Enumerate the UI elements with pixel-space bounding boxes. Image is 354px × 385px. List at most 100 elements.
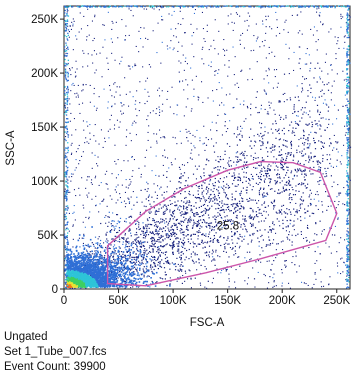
event-dot (179, 268, 181, 270)
event-dot (277, 177, 279, 179)
event-dot (108, 211, 110, 213)
event-dot (69, 103, 71, 105)
event-dot (164, 251, 166, 253)
event-dot (160, 236, 162, 238)
event-dot (285, 174, 287, 176)
event-dot (252, 175, 254, 177)
event-dot (130, 274, 132, 276)
event-dot (193, 223, 195, 225)
event-dot (146, 276, 148, 278)
event-dot (102, 276, 104, 279)
event-dot (304, 153, 307, 155)
event-dot (104, 173, 106, 175)
event-dot (177, 23, 179, 25)
event-dot (126, 129, 128, 131)
event-dot (263, 196, 265, 198)
event-dot (127, 270, 129, 272)
event-dot (118, 236, 120, 238)
event-dot (200, 284, 202, 286)
event-dot (234, 281, 236, 283)
event-dot (117, 240, 119, 242)
event-dot (148, 194, 150, 196)
event-dot (163, 267, 166, 269)
event-dot (273, 156, 275, 158)
event-dot (142, 258, 144, 260)
event-dot (198, 165, 200, 167)
event-dot (273, 285, 275, 287)
event-dot (80, 252, 83, 254)
event-dot (175, 219, 177, 221)
event-dot (86, 245, 88, 247)
event-dot (128, 184, 130, 186)
event-dot (118, 255, 120, 257)
event-dot (175, 219, 177, 221)
event-dot (146, 253, 148, 255)
event-dot (167, 224, 169, 226)
event-dot (173, 196, 175, 198)
event-dot (212, 197, 214, 199)
event-dot (257, 216, 259, 218)
event-dot (190, 219, 192, 222)
event-dot (114, 252, 116, 254)
event-dot (230, 223, 233, 225)
event-dot (177, 237, 179, 239)
event-dot (89, 245, 91, 247)
event-dot (198, 262, 200, 264)
event-dot (255, 215, 257, 217)
event-dot (339, 192, 342, 194)
event-dot (249, 215, 251, 217)
event-dot (264, 126, 266, 128)
event-dot (121, 105, 123, 107)
event-dot (173, 113, 175, 115)
event-dot (189, 194, 191, 196)
event-dot (201, 58, 203, 60)
event-dot (232, 242, 234, 244)
event-dot (258, 221, 260, 223)
event-dot (140, 189, 142, 191)
event-dot (138, 222, 140, 224)
event-dot (148, 195, 150, 197)
event-dot (112, 251, 114, 254)
event-dot (103, 242, 105, 244)
event-dot (112, 22, 114, 24)
event-dot (158, 246, 160, 248)
event-dot (173, 240, 175, 242)
event-dot (299, 205, 301, 207)
event-dot (128, 230, 130, 232)
event-dot (246, 166, 248, 169)
event-dot (161, 221, 163, 223)
event-dot (335, 207, 337, 209)
event-dot (75, 151, 77, 153)
event-dot (158, 251, 160, 253)
event-dot (126, 241, 128, 243)
event-dot (142, 268, 144, 270)
event-dot (204, 207, 206, 210)
event-dot (74, 286, 77, 288)
event-dot (273, 69, 275, 71)
event-dot (188, 248, 190, 251)
event-dot (223, 237, 225, 239)
event-dot (195, 178, 197, 180)
event-dot (163, 262, 165, 265)
event-dot (68, 230, 70, 232)
event-dot (255, 261, 257, 263)
event-dot (72, 82, 74, 84)
event-dot (158, 230, 160, 232)
event-dot (208, 223, 210, 225)
event-dot (243, 171, 245, 173)
event-dot (278, 154, 280, 156)
event-dot (132, 251, 134, 253)
event-dot (227, 219, 229, 221)
event-dot (316, 191, 318, 193)
event-dot (194, 243, 196, 245)
event-dot (127, 187, 129, 189)
event-dot (269, 188, 272, 190)
event-dot (328, 82, 330, 84)
event-dot (255, 182, 257, 184)
event-dot (267, 151, 269, 153)
event-dot (337, 37, 339, 39)
event-dot (141, 261, 143, 263)
event-dot (142, 263, 144, 265)
event-dot (175, 204, 177, 206)
event-dot (307, 140, 309, 142)
